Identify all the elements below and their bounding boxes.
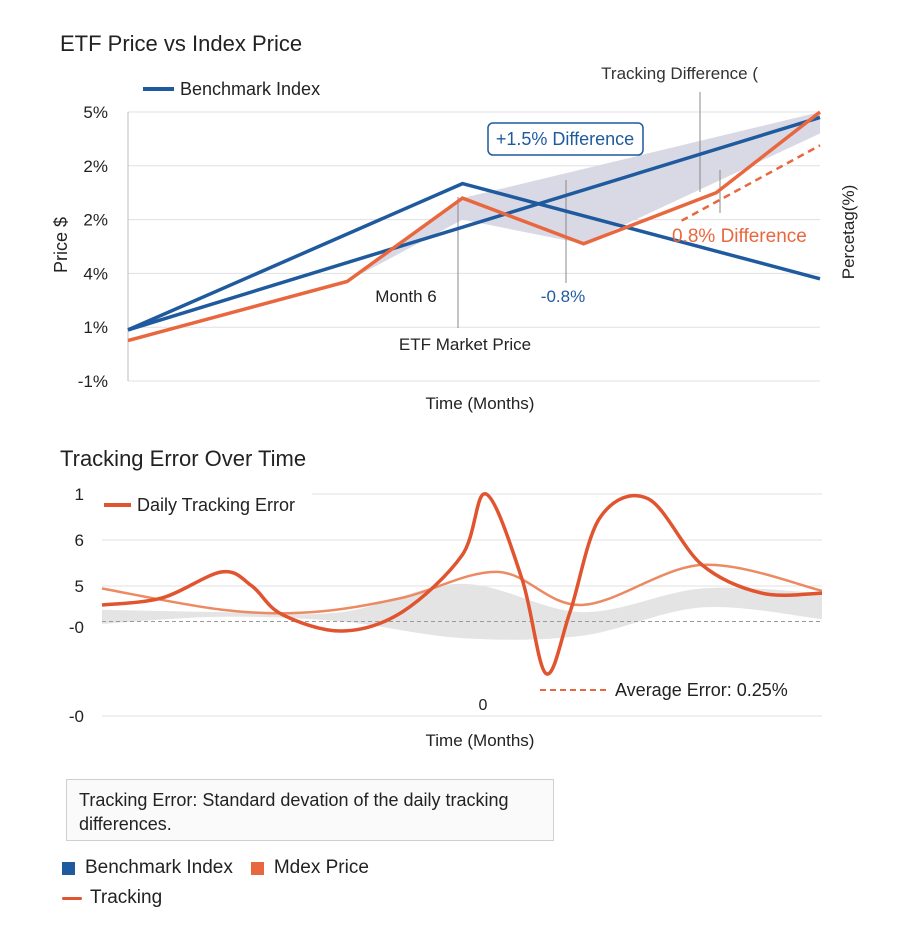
price-chart-title: ETF Price vs Index Price	[60, 31, 302, 56]
legend-benchmark-label: Benchmark Index	[180, 79, 320, 99]
price-y-ticks: 5% 2% 2% 4% 1% -1%	[78, 103, 108, 391]
price-grid	[127, 111, 820, 382]
legend-bg	[100, 492, 312, 520]
price-y-tick-label: 2%	[83, 211, 108, 230]
tracking-y-tick-label: 6	[75, 531, 84, 550]
tracking-chart-legend: Daily Tracking Error	[100, 492, 312, 520]
tracking-y-ticks: 1 6 5 -0 -0	[69, 485, 84, 726]
bottom-legend-tracking-label: Tracking	[90, 887, 163, 908]
price-y-tick-label: 5%	[83, 103, 108, 122]
benchmark-trend-line	[127, 115, 821, 332]
price-y-label-right: Percetag(%)	[839, 185, 858, 279]
tracking-y-tick-label: -0	[69, 618, 84, 637]
tracking-error-chart: Tracking Error Over Time 1 6 5 -0 -0 Daily T…	[60, 446, 823, 750]
bottom-legend-mdex-label: Mdex Price	[273, 857, 369, 878]
bottom-legend-benchmark: Benchmark Index	[62, 857, 233, 879]
bottom-legend: Benchmark Index Mdex Price Tracking	[62, 856, 387, 916]
daily-tracking-error-line	[101, 492, 823, 676]
bottom-legend-tracking: Tracking	[62, 887, 162, 909]
tracking-error-band	[102, 583, 822, 640]
difference-box-label: +1.5% Difference	[496, 129, 634, 149]
bottom-legend-benchmark-label: Benchmark Index	[85, 857, 233, 878]
mdex-square-swatch	[250, 861, 264, 875]
negative-difference-label: -0.8%	[541, 287, 585, 306]
etf-market-price-label: ETF Market Price	[399, 335, 531, 354]
month6-label: Month 6	[375, 287, 436, 306]
price-chart: ETF Price vs Index Price Benchmark Index…	[51, 31, 858, 413]
benchmark-square-swatch	[62, 861, 75, 875]
tracking-x-label: Time (Months)	[426, 731, 535, 750]
price-y-tick-label: 1%	[83, 318, 108, 337]
legend-daily-label: Daily Tracking Error	[137, 495, 295, 515]
tracking-error-note-text: Tracking Error: Standard devation of the…	[79, 790, 509, 834]
bottom-legend-row: Benchmark Index Mdex Price	[62, 856, 387, 880]
tracking-y-tick-label: -0	[69, 707, 84, 726]
price-y-label: Price $	[51, 217, 71, 273]
tracking-line	[101, 563, 823, 615]
tracking-difference-label: Tracking Difference (	[601, 64, 758, 83]
bottom-legend-row-2: Tracking	[62, 886, 387, 910]
difference-box	[487, 122, 644, 156]
tracking-error-note: Tracking Error: Standard devation of the…	[66, 779, 554, 841]
price-chart-legend: Benchmark Index	[143, 79, 320, 99]
price-x-label: Time (Months)	[426, 394, 535, 413]
average-error-label: Average Error: 0.25%	[615, 680, 788, 700]
benchmark-index-line	[127, 181, 821, 332]
price-y-tick-label: 2%	[83, 157, 108, 176]
tracking-chart-title: Tracking Error Over Time	[60, 446, 306, 471]
projected-line	[681, 144, 821, 222]
bottom-legend-mdex: Mdex Price	[250, 857, 369, 879]
average-error-legend: Average Error: 0.25%	[540, 680, 788, 700]
tracking-line-swatch	[62, 896, 82, 900]
tracking-y-tick-label: 5	[75, 577, 84, 596]
price-y-tick-label: 4%	[83, 264, 108, 283]
etf-market-price-line	[127, 110, 822, 343]
tracking-y-tick-label: 1	[75, 485, 84, 504]
orange-difference-label: 0.8% Difference	[672, 226, 807, 247]
price-y-tick-label: -1%	[78, 372, 108, 391]
zero-label: 0	[479, 697, 488, 714]
